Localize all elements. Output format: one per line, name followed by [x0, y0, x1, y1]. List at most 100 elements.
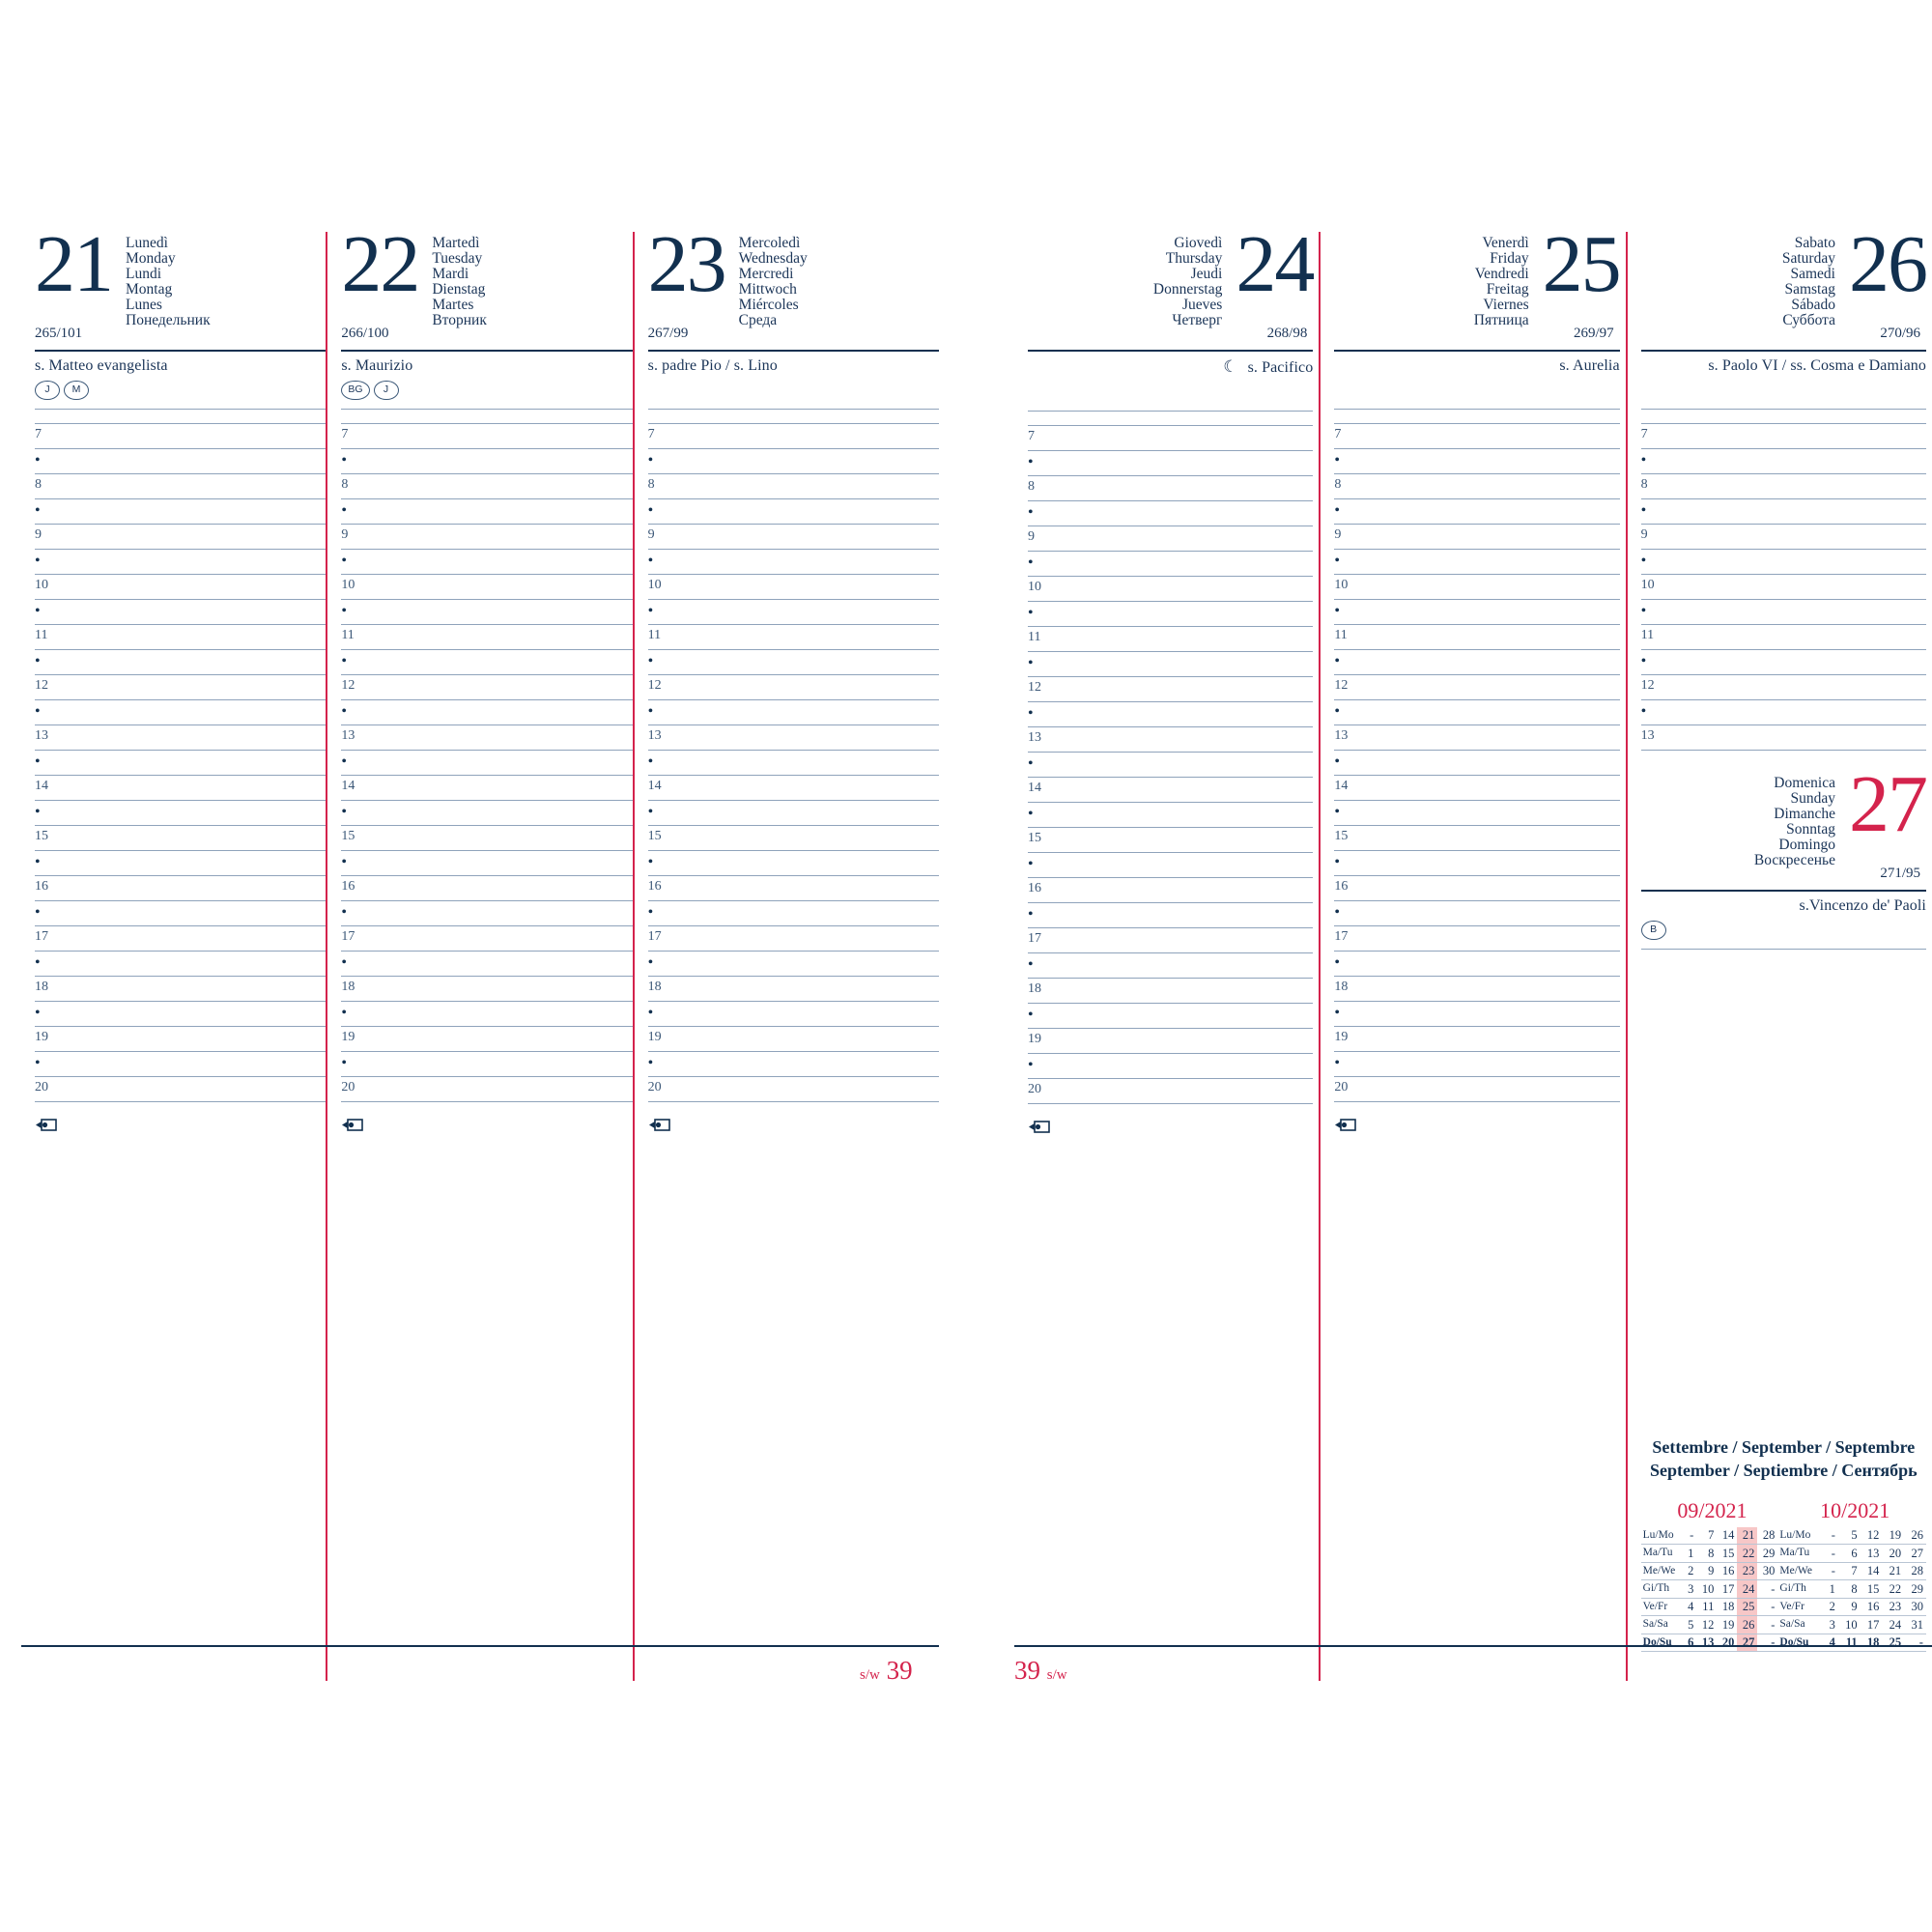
- hour-row-13[interactable]: 13: [1640, 725, 1926, 751]
- hour-row-7[interactable]: 7: [1640, 424, 1926, 449]
- mini-calendar-date[interactable]: 14: [1717, 1526, 1738, 1545]
- hour-row-8[interactable]: 8: [647, 474, 939, 499]
- hour-row-12[interactable]: 12: [341, 675, 633, 700]
- mini-calendar-date[interactable]: 20: [1717, 1634, 1738, 1652]
- mini-calendar-date[interactable]: 7: [1696, 1526, 1718, 1545]
- mini-calendar-date[interactable]: 15: [1717, 1544, 1738, 1563]
- half-hour-row[interactable]: •: [647, 952, 939, 977]
- half-hour-row[interactable]: •: [1028, 501, 1314, 526]
- mini-calendar-date[interactable]: 20: [1882, 1544, 1905, 1563]
- mini-calendar-date[interactable]: -: [1757, 1598, 1778, 1616]
- hour-row-8[interactable]: 8: [1334, 474, 1620, 499]
- hour-row-14[interactable]: 14: [647, 776, 939, 801]
- half-hour-row[interactable]: •: [1334, 1052, 1620, 1077]
- mini-calendar-date[interactable]: 22: [1737, 1544, 1758, 1563]
- mini-calendar-date[interactable]: 25: [1882, 1634, 1905, 1652]
- hour-row-9[interactable]: 9: [1334, 525, 1620, 550]
- hour-row-16[interactable]: 16: [1028, 878, 1314, 903]
- mini-calendar-date[interactable]: 26: [1737, 1615, 1758, 1634]
- half-hour-row[interactable]: •: [647, 801, 939, 826]
- mini-calendar-date[interactable]: -: [1823, 1526, 1838, 1545]
- hour-row-16[interactable]: 16: [1334, 876, 1620, 901]
- mini-calendar-date[interactable]: 10: [1837, 1615, 1861, 1634]
- half-hour-row[interactable]: •: [341, 1002, 633, 1027]
- mini-calendar-date[interactable]: 4: [1823, 1634, 1838, 1652]
- half-hour-row[interactable]: •: [1334, 901, 1620, 926]
- half-hour-row[interactable]: •: [35, 650, 327, 675]
- mini-calendar-date[interactable]: 28: [1904, 1562, 1926, 1580]
- half-hour-row[interactable]: •: [1640, 650, 1926, 675]
- hour-row-18[interactable]: 18: [341, 977, 633, 1002]
- mini-calendar-date[interactable]: 26: [1904, 1526, 1926, 1545]
- hour-row-12[interactable]: 12: [1334, 675, 1620, 700]
- holiday-badge-M[interactable]: M: [64, 380, 89, 400]
- hour-row-11[interactable]: 11: [35, 625, 327, 650]
- hour-row-10[interactable]: 10: [341, 575, 633, 600]
- mini-calendar-date[interactable]: 2: [1823, 1598, 1838, 1616]
- half-hour-row[interactable]: •: [35, 1052, 327, 1077]
- half-hour-row[interactable]: •: [647, 751, 939, 776]
- mini-calendar-date[interactable]: 29: [1757, 1544, 1778, 1563]
- mini-calendar-date[interactable]: -: [1683, 1526, 1697, 1545]
- hour-row-12[interactable]: 12: [35, 675, 327, 700]
- mini-calendar-date[interactable]: 12: [1860, 1526, 1883, 1545]
- hour-row-8[interactable]: 8: [1028, 476, 1314, 501]
- mini-calendar-date[interactable]: 18: [1860, 1634, 1883, 1652]
- mini-calendar-date[interactable]: -: [1904, 1634, 1926, 1652]
- mini-calendar-date[interactable]: 28: [1757, 1526, 1778, 1545]
- half-hour-row[interactable]: •: [35, 901, 327, 926]
- half-hour-row[interactable]: •: [35, 700, 327, 725]
- hour-row-7[interactable]: 7: [647, 424, 939, 449]
- mini-calendar-date[interactable]: 17: [1717, 1579, 1738, 1599]
- mini-calendar-date[interactable]: 1: [1683, 1544, 1697, 1563]
- half-hour-row[interactable]: •: [341, 952, 633, 977]
- mini-calendar-date[interactable]: 11: [1837, 1634, 1861, 1652]
- mini-calendar-date[interactable]: 6: [1683, 1634, 1697, 1652]
- hour-row-7[interactable]: 7: [1334, 424, 1620, 449]
- hour-row-10[interactable]: 10: [1334, 575, 1620, 600]
- mini-calendar-date[interactable]: 17: [1860, 1615, 1883, 1634]
- mini-calendar-date[interactable]: -: [1757, 1634, 1778, 1652]
- half-hour-row[interactable]: •: [1028, 903, 1314, 928]
- hour-row-10[interactable]: 10: [1028, 577, 1314, 602]
- hour-row-9[interactable]: 9: [341, 525, 633, 550]
- mini-calendar-date[interactable]: 8: [1696, 1544, 1718, 1563]
- mini-calendar-date[interactable]: 25: [1737, 1598, 1758, 1616]
- mini-calendar-date[interactable]: 24: [1882, 1615, 1905, 1634]
- half-hour-row[interactable]: •: [647, 700, 939, 725]
- hour-row-18[interactable]: 18: [647, 977, 939, 1002]
- mini-calendar-date[interactable]: 9: [1837, 1598, 1861, 1616]
- hour-row-13[interactable]: 13: [341, 725, 633, 751]
- hour-row-13[interactable]: 13: [1028, 727, 1314, 753]
- hour-row-13[interactable]: 13: [35, 725, 327, 751]
- half-hour-row[interactable]: •: [647, 550, 939, 575]
- mini-calendar-date[interactable]: 19: [1717, 1615, 1738, 1634]
- mini-calendar-date[interactable]: 22: [1882, 1579, 1905, 1599]
- half-hour-row[interactable]: •: [35, 550, 327, 575]
- half-hour-row[interactable]: •: [35, 801, 327, 826]
- half-hour-row[interactable]: •: [1028, 803, 1314, 828]
- half-hour-row[interactable]: •: [1028, 753, 1314, 778]
- mini-calendar-date[interactable]: 5: [1837, 1526, 1861, 1545]
- half-hour-row[interactable]: •: [1028, 853, 1314, 878]
- hour-row-12[interactable]: 12: [1640, 675, 1926, 700]
- hour-row-8[interactable]: 8: [341, 474, 633, 499]
- hour-row-11[interactable]: 11: [341, 625, 633, 650]
- hour-row-10[interactable]: 10: [35, 575, 327, 600]
- hour-row-11[interactable]: 11: [1640, 625, 1926, 650]
- hour-row-11[interactable]: 11: [1028, 627, 1314, 652]
- hour-row-8[interactable]: 8: [35, 474, 327, 499]
- hour-row-9[interactable]: 9: [647, 525, 939, 550]
- hour-row-14[interactable]: 14: [1028, 778, 1314, 803]
- hour-row-16[interactable]: 16: [647, 876, 939, 901]
- hour-row-8[interactable]: 8: [1640, 474, 1926, 499]
- mini-calendar-date[interactable]: 8: [1837, 1579, 1861, 1599]
- mini-calendar-date[interactable]: 19: [1882, 1526, 1905, 1545]
- hour-row-20[interactable]: 20: [647, 1077, 939, 1102]
- mini-calendar-date[interactable]: -: [1757, 1579, 1778, 1599]
- half-hour-row[interactable]: •: [647, 1052, 939, 1077]
- half-hour-row[interactable]: •: [1640, 550, 1926, 575]
- hour-row-18[interactable]: 18: [35, 977, 327, 1002]
- holiday-badge-J[interactable]: J: [373, 380, 399, 400]
- half-hour-row[interactable]: •: [341, 700, 633, 725]
